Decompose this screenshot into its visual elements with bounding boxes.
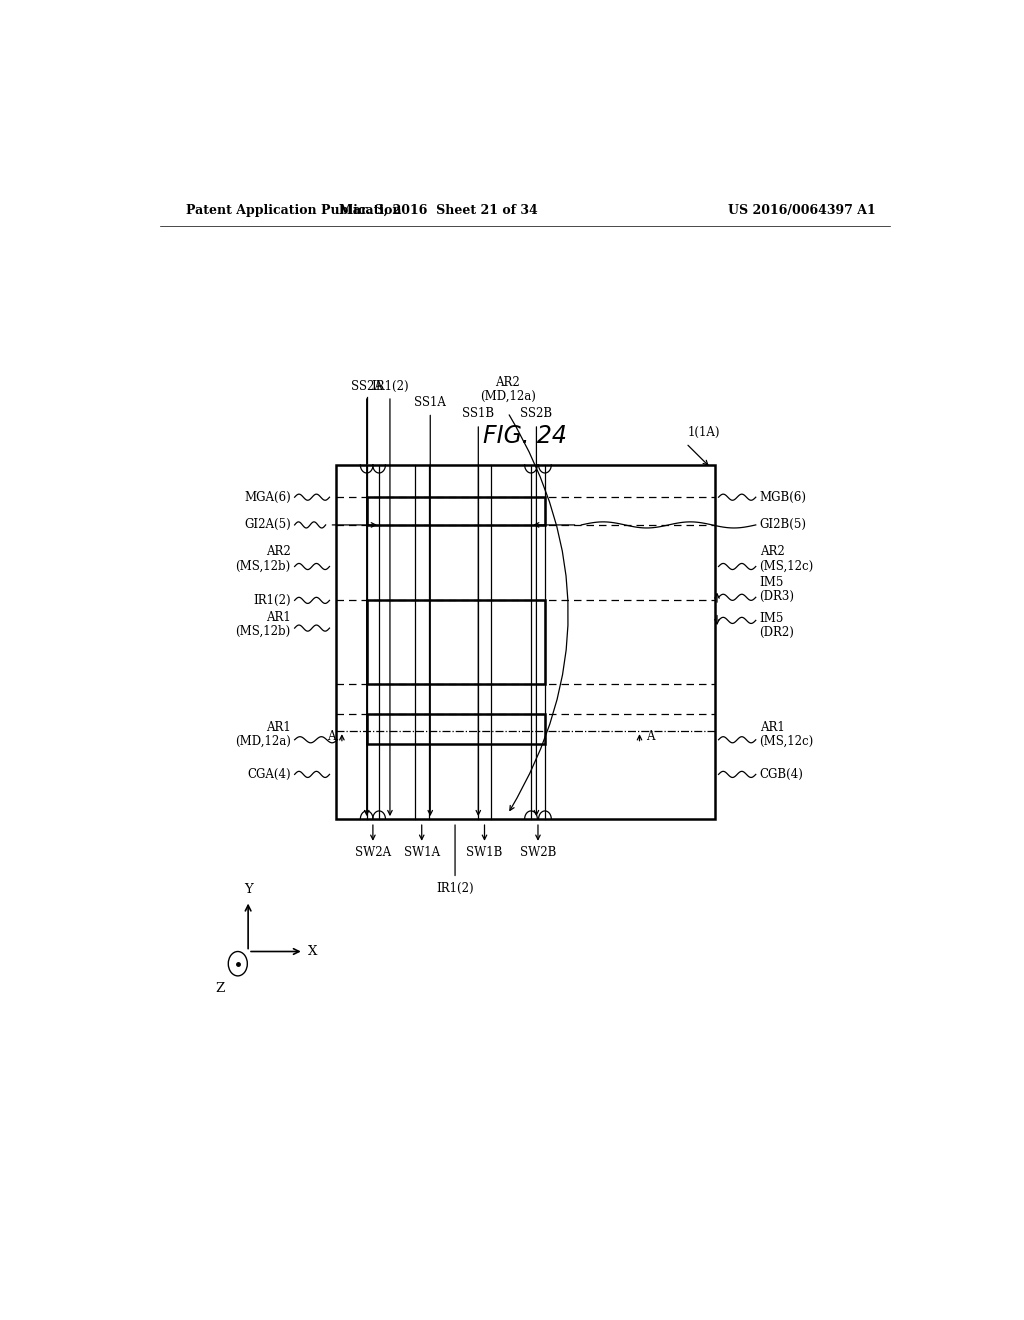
Text: SS2B: SS2B <box>520 407 553 420</box>
Text: X: X <box>307 945 317 958</box>
Text: IM5
(DR3): IM5 (DR3) <box>760 576 795 603</box>
Text: SS1B: SS1B <box>462 407 495 420</box>
Text: Z: Z <box>216 982 225 995</box>
Text: SW2B: SW2B <box>520 846 556 859</box>
Text: US 2016/0064397 A1: US 2016/0064397 A1 <box>728 205 877 218</box>
Text: GI2B(5): GI2B(5) <box>760 519 807 532</box>
Text: IR1(2): IR1(2) <box>371 380 409 393</box>
Text: A: A <box>646 730 654 743</box>
Text: AR2
(MD,12a): AR2 (MD,12a) <box>480 376 536 404</box>
Text: Patent Application Publication: Patent Application Publication <box>186 205 401 218</box>
Text: AR2
(MS,12b): AR2 (MS,12b) <box>236 545 291 573</box>
Text: SW1A: SW1A <box>403 846 439 859</box>
Text: AR1
(MS,12b): AR1 (MS,12b) <box>236 611 291 638</box>
Text: IR1(2): IR1(2) <box>253 594 291 607</box>
Text: MGB(6): MGB(6) <box>760 491 807 504</box>
Text: Y: Y <box>244 883 253 895</box>
Text: IR1(2): IR1(2) <box>436 882 474 895</box>
Text: AR2
(MS,12c): AR2 (MS,12c) <box>760 545 814 573</box>
Bar <box>367 498 545 525</box>
Text: GI2A(5): GI2A(5) <box>244 519 291 532</box>
Text: AR1
(MS,12c): AR1 (MS,12c) <box>760 721 814 748</box>
Bar <box>336 465 715 818</box>
Bar <box>367 714 545 743</box>
Text: SW2A: SW2A <box>355 846 391 859</box>
Text: SW1B: SW1B <box>466 846 503 859</box>
Text: 1(1A): 1(1A) <box>687 426 720 440</box>
Text: SS2A: SS2A <box>351 380 383 393</box>
Text: CGB(4): CGB(4) <box>760 768 804 781</box>
Text: CGA(4): CGA(4) <box>247 768 291 781</box>
Bar <box>367 601 545 684</box>
Text: A: A <box>328 730 336 743</box>
Text: IM5
(DR2): IM5 (DR2) <box>760 612 795 639</box>
Text: FIG. 24: FIG. 24 <box>483 424 566 447</box>
Text: MGA(6): MGA(6) <box>244 491 291 504</box>
Text: SS1A: SS1A <box>415 396 446 409</box>
Text: Mar. 3, 2016  Sheet 21 of 34: Mar. 3, 2016 Sheet 21 of 34 <box>339 205 538 218</box>
Text: AR1
(MD,12a): AR1 (MD,12a) <box>234 721 291 748</box>
